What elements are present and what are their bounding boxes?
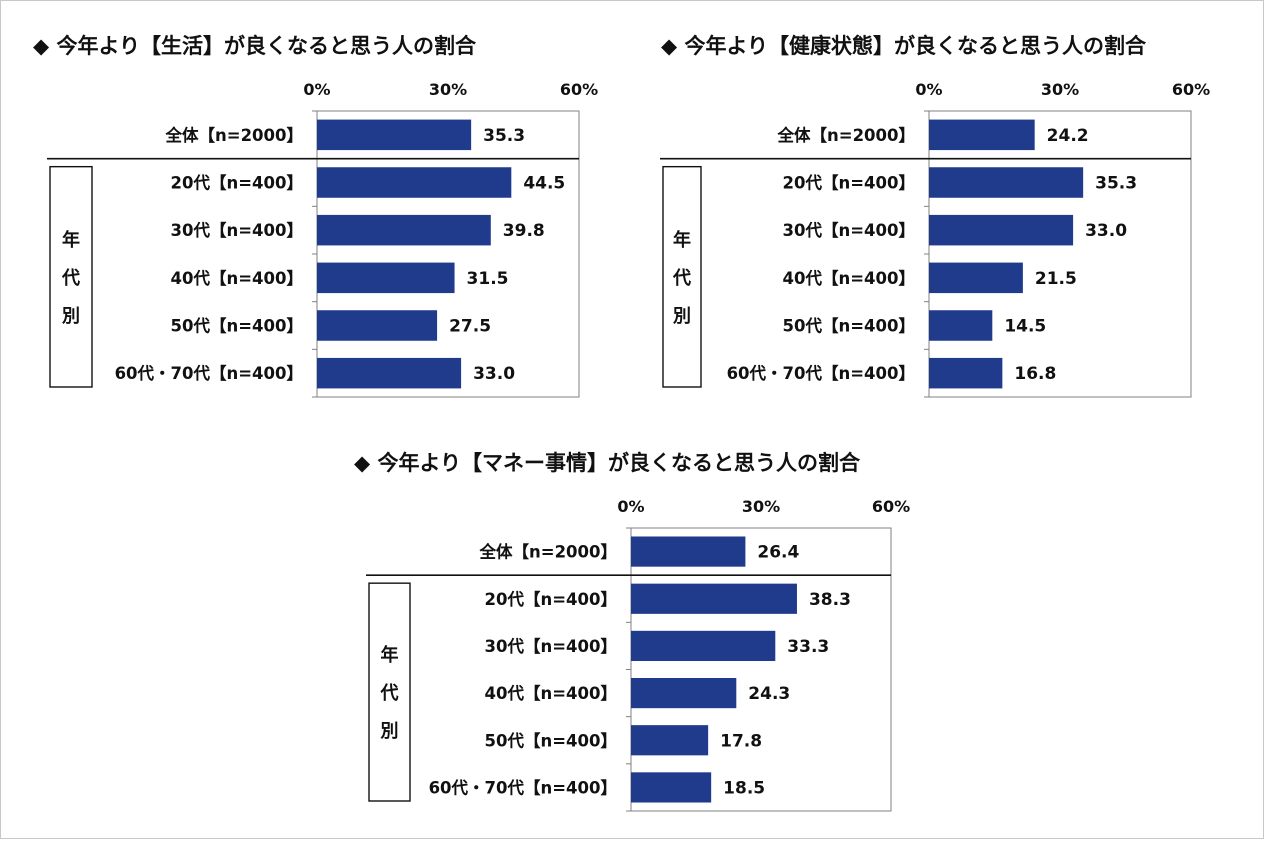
value-label: 35.3: [1095, 174, 1137, 194]
category-label: 50代【n=400】: [171, 317, 303, 336]
category-label: 60代・70代【n=400】: [115, 364, 303, 383]
group-label-char: 別: [381, 721, 399, 742]
group-label-char: 別: [62, 306, 80, 327]
x-tick-label: 0%: [303, 80, 330, 99]
category-label: 20代【n=400】: [485, 590, 617, 609]
x-tick-label: 30%: [429, 80, 467, 99]
value-label: 31.5: [467, 269, 509, 289]
group-box: [662, 165, 702, 388]
value-label: 44.5: [523, 174, 565, 194]
value-label: 21.5: [1035, 269, 1077, 289]
value-label: 27.5: [449, 317, 491, 337]
group-label-char: 代: [61, 268, 80, 289]
x-tick-label: 60%: [872, 497, 910, 516]
x-tick-label: 0%: [617, 497, 644, 516]
category-label: 全体【n=2000】: [777, 125, 916, 145]
bar: [929, 262, 1023, 294]
group-label-char: 年: [381, 644, 399, 666]
x-tick-label: 30%: [1041, 80, 1079, 99]
plot-area: [928, 110, 1192, 398]
x-tick-label: 30%: [742, 497, 780, 516]
group-label-char: 別: [673, 306, 691, 327]
chart-panel-2: ◆ 今年より【健康状態】が良くなると思う人の割合 0% 30% 60% 年代別 全体【n=…: [660, 34, 1210, 398]
value-label: 16.8: [1014, 364, 1056, 384]
value-label: 38.3: [809, 590, 851, 610]
bar: [317, 310, 438, 341]
chart-title: ◆ 今年より【健康状態】が良くなると思う人の割合: [661, 34, 1147, 58]
chart-panel-3: ◆ 今年より【マネー事情】が良くなると思う人の割合 0% 30% 60% 年代別 全体【n…: [354, 451, 910, 812]
x-tick-label: 60%: [560, 80, 598, 99]
value-label: 33.0: [1085, 221, 1127, 241]
value-label: 39.8: [503, 221, 545, 241]
category-label: 60代・70代【n=400】: [727, 364, 915, 383]
value-label: 26.4: [757, 543, 799, 563]
group-label-char: 代: [380, 683, 399, 704]
x-tick-label: 60%: [1172, 80, 1210, 99]
plot-area: [630, 527, 892, 812]
bar: [929, 357, 1003, 389]
chart-title: ◆ 今年より【マネー事情】が良くなると思う人の割合: [354, 451, 861, 475]
category-label: 40代【n=400】: [783, 269, 915, 288]
value-label: 17.8: [720, 731, 762, 751]
group-label-char: 年: [673, 229, 691, 251]
bar: [929, 310, 993, 341]
bar: [631, 536, 746, 567]
category-label: 50代【n=400】: [783, 317, 915, 336]
value-label: 33.0: [473, 364, 515, 384]
category-label: 20代【n=400】: [171, 174, 303, 193]
bar: [631, 772, 712, 803]
category-label: 60代・70代【n=400】: [429, 778, 617, 797]
bar: [317, 119, 472, 151]
category-label: 20代【n=400】: [783, 174, 915, 193]
bar: [317, 167, 512, 198]
bar: [929, 214, 1074, 246]
bar: [929, 119, 1035, 151]
category-label: 50代【n=400】: [485, 731, 617, 750]
group-label-char: 代: [672, 268, 691, 289]
bar: [317, 214, 491, 246]
category-label: 30代【n=400】: [171, 221, 303, 240]
category-label: 30代【n=400】: [485, 637, 617, 656]
group-box: [368, 582, 411, 802]
bar: [631, 583, 797, 614]
bar: [631, 630, 776, 662]
group-label-char: 年: [62, 229, 80, 251]
group-box: [49, 165, 93, 388]
chart-panel-1: ◆ 今年より【生活】が良くなると思う人の割合 0% 30% 60% 年代別 全体【n=20…: [33, 34, 598, 398]
bar: [631, 677, 737, 709]
bar: [929, 167, 1084, 198]
category-label: 40代【n=400】: [485, 684, 617, 703]
x-tick-label: 0%: [915, 80, 942, 99]
plot-area: [316, 110, 580, 398]
value-label: 35.3: [483, 126, 525, 146]
value-label: 14.5: [1004, 317, 1046, 337]
value-label: 18.5: [723, 778, 765, 798]
value-label: 24.2: [1047, 126, 1089, 146]
bar: [631, 725, 709, 756]
bar: [317, 262, 455, 294]
category-label: 40代【n=400】: [171, 269, 303, 288]
value-label: 33.3: [787, 637, 829, 657]
category-label: 30代【n=400】: [783, 221, 915, 240]
value-label: 24.3: [748, 684, 790, 704]
bar: [317, 357, 462, 389]
chart-title: ◆ 今年より【生活】が良くなると思う人の割合: [33, 34, 477, 58]
category-label: 全体【n=2000】: [479, 542, 618, 562]
category-label: 全体【n=2000】: [165, 125, 304, 145]
